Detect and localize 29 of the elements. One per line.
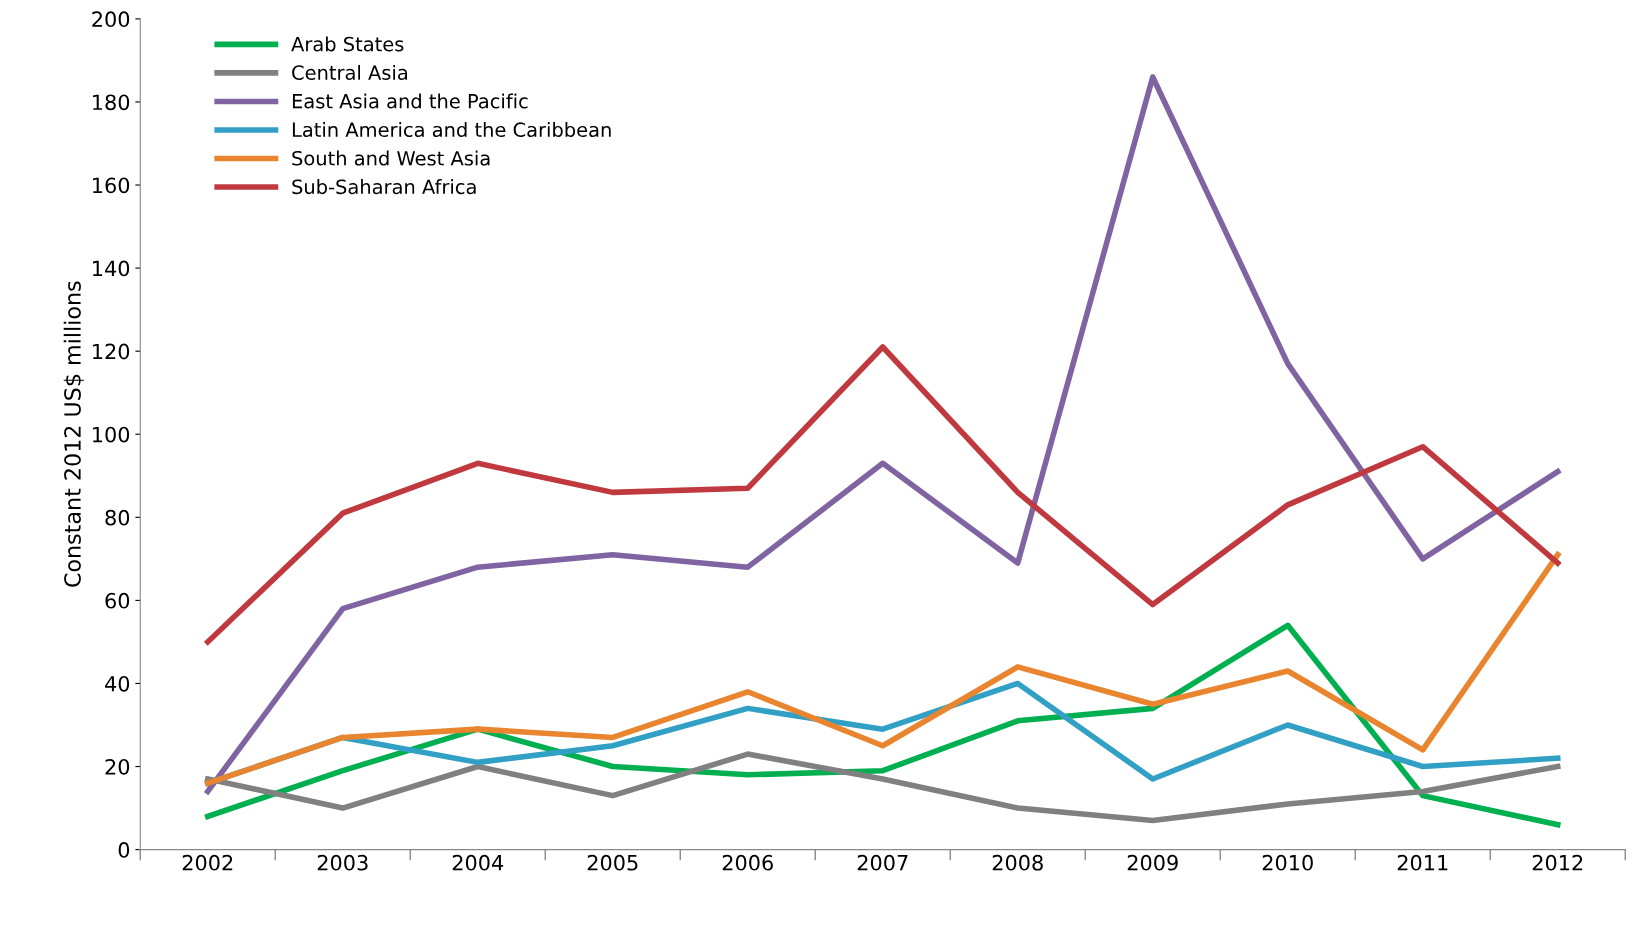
y-tick-label: 100 <box>93 426 130 443</box>
y-tick-label: 80 <box>105 509 130 526</box>
legend-label: Arab States <box>291 36 404 52</box>
y-tick-label: 20 <box>105 758 130 775</box>
x-tick-label: 2010 <box>1262 854 1313 871</box>
y-tick-label: 200 <box>92 11 130 28</box>
x-tick-label: 2009 <box>1127 854 1178 871</box>
x-tick-label: 2006 <box>722 854 773 871</box>
x-tick-label: 2003 <box>317 854 368 871</box>
y-tick-label: 160 <box>93 177 130 194</box>
x-tick-label: 2005 <box>587 854 638 871</box>
y-tick-label: 140 <box>93 260 130 277</box>
x-tick-label: 2011 <box>1397 854 1448 871</box>
legend-label: Central Asia <box>292 64 407 80</box>
legend-label: Latin America and the Caribbean <box>292 122 611 138</box>
y-tick-label: 40 <box>105 675 130 692</box>
legend-label: South and West Asia <box>292 150 490 166</box>
legend-label: Sub-Saharan Africa <box>292 179 476 195</box>
y-tick-label: 0 <box>118 842 130 858</box>
y-tick-label: 60 <box>105 592 130 609</box>
x-tick-label: 2007 <box>857 854 908 871</box>
y-tick-label: 180 <box>93 94 130 111</box>
y-tick-label: 120 <box>93 343 130 360</box>
x-tick-label: 2012 <box>1532 854 1583 871</box>
legend-label: East Asia and the Pacific <box>292 93 528 109</box>
x-tick-label: 2002 <box>182 854 233 871</box>
y-axis-title: Constant 2012 US$ millions <box>63 281 84 587</box>
x-tick-label: 2008 <box>992 854 1043 871</box>
x-tick-label: 2004 <box>452 854 504 871</box>
